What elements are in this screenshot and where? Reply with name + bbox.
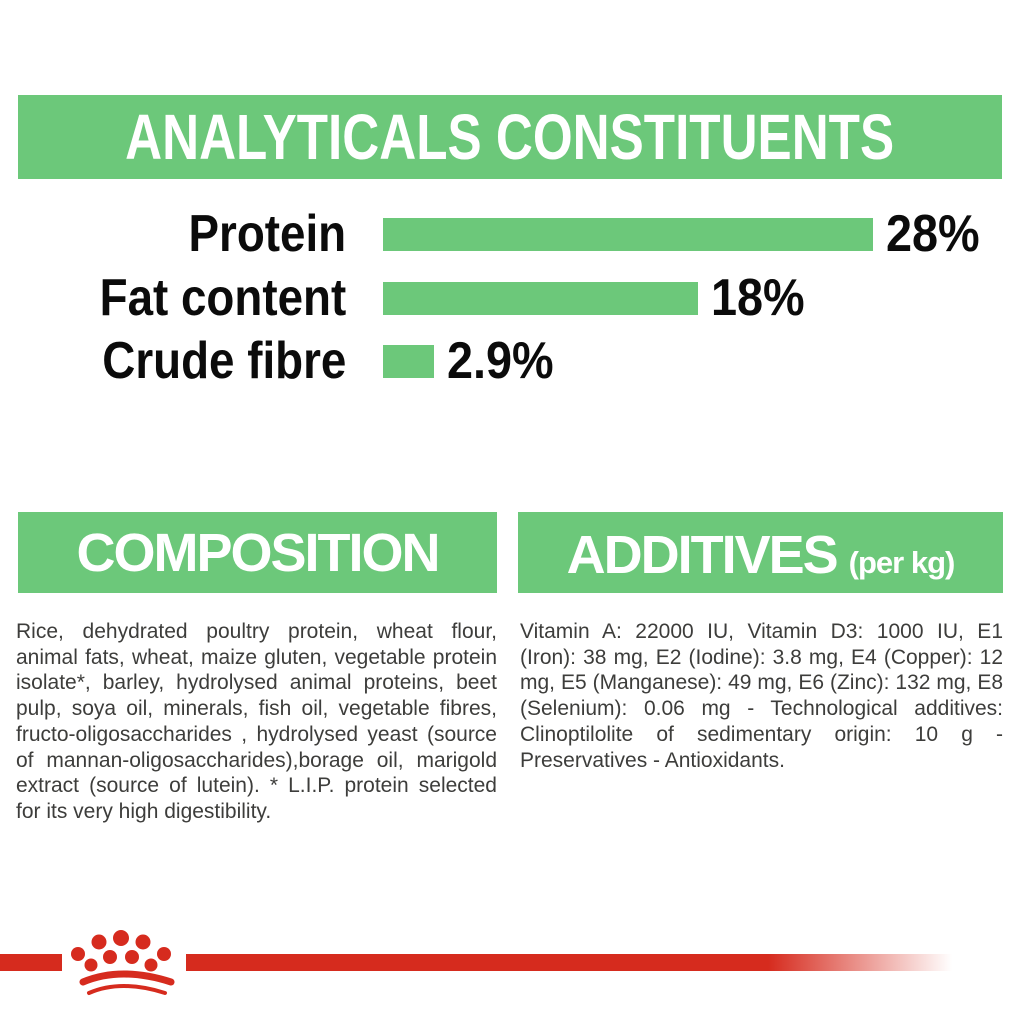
bar-value: 2.9% (446, 332, 554, 390)
bar-fat-content (383, 282, 698, 315)
bar-label: Protein (188, 205, 346, 263)
additives-title: ADDITIVES (566, 525, 839, 585)
analytical-constituents-header: ANALYTICALS CONSTITUENTS (18, 95, 1002, 179)
divider-line-right (186, 954, 952, 971)
chart-row-protein: Protein 28% (0, 205, 1020, 263)
composition-header: COMPOSITION (18, 512, 497, 593)
additives-text: Vitamin A: 22000 IU, Vitamin D3: 1000 IU… (520, 620, 1003, 772)
additives-header: ADDITIVES (per kg) (518, 512, 1003, 593)
bar-label: Fat content (99, 269, 346, 327)
composition-title: COMPOSITION (76, 522, 440, 583)
divider-line-left (0, 954, 62, 971)
bar-crude-fibre (383, 345, 434, 378)
royal-canin-crown-logo (71, 930, 175, 995)
page-title: ANALYTICALS CONSTITUENTS (125, 101, 895, 173)
composition-text: Rice, dehydrated poultry protein, wheat … (16, 620, 497, 823)
bar-value: 28% (886, 205, 980, 263)
bar-value: 18% (711, 269, 805, 327)
analytical-constituents-chart: Protein 28% Fat content 18% Crude fibre … (0, 0, 1020, 420)
chart-row-crude-fibre: Crude fibre 2.9% (0, 332, 1020, 390)
additives-unit: (per kg) (848, 545, 956, 580)
bar-label: Crude fibre (101, 332, 346, 390)
bar-protein (383, 218, 873, 251)
chart-row-fat-content: Fat content 18% (0, 269, 1020, 327)
